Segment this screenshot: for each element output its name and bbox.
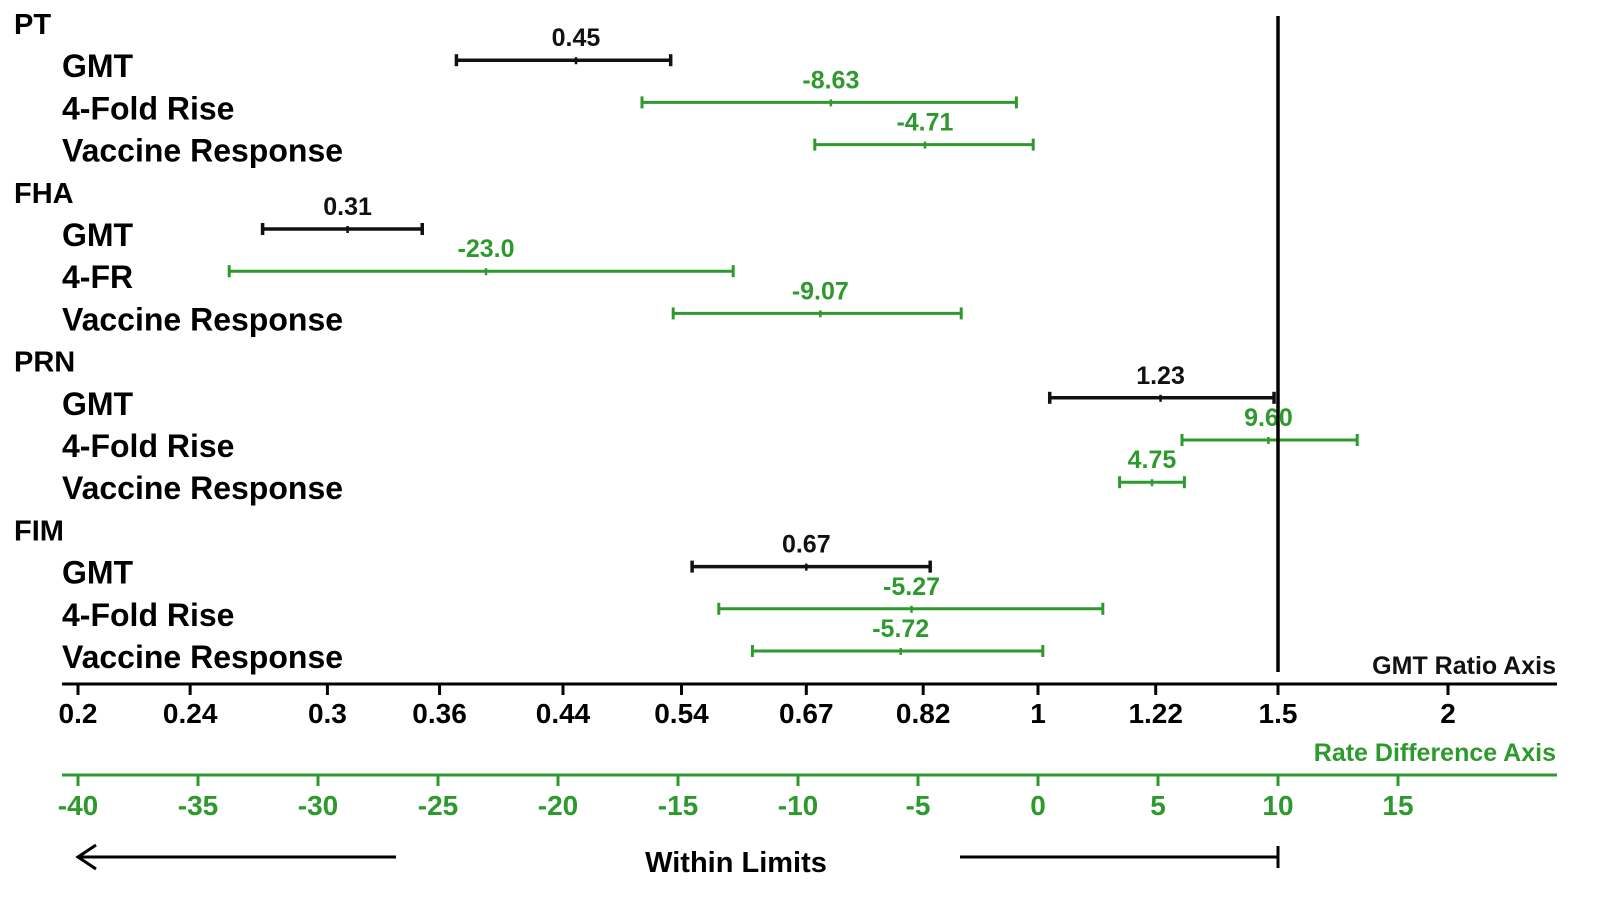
ci-bar-fha-2: -9.07 [671, 277, 963, 320]
value-label: 4.75 [1128, 446, 1177, 474]
value-label: 0.45 [552, 24, 601, 52]
gmt-tick-label: 2 [1440, 698, 1456, 729]
ci-bar-fim-2: -5.72 [750, 615, 1045, 657]
gmt-ratio-axis: GMT Ratio Axis 0.2 0.24 0.3 0.36 0.44 0.54 0.6… [59, 652, 1557, 729]
rate-tick-label: 0 [1030, 790, 1046, 821]
ci-bar-pt-1: -8.63 [640, 66, 1018, 109]
group-label-fha: FHA [14, 178, 74, 210]
value-label: -4.71 [896, 109, 953, 137]
row-label: Vaccine Response [62, 470, 343, 506]
row-label: 4-FR [62, 259, 133, 295]
row-label: 4-Fold Rise [62, 597, 234, 633]
rate-tick-label: -40 [58, 790, 98, 821]
gmt-axis-title: GMT Ratio Axis [1372, 652, 1556, 680]
ci-bar-prn-0: 1.23 [1047, 362, 1276, 404]
gmt-tick-label: 0.24 [163, 698, 218, 729]
ci-bar-prn-2: 4.75 [1118, 446, 1186, 489]
rate-tick-label: -5 [906, 790, 931, 821]
gmt-tick-label: 0.3 [308, 698, 347, 729]
ci-bar-prn-1: 9.60 [1180, 404, 1359, 446]
value-label: 0.67 [782, 531, 831, 559]
row-label: GMT [62, 555, 134, 591]
ci-bars: 0.45 -8.63 -4.71 0.31 -23.0 -9.07 1.23 9.60 4.75… [227, 24, 1359, 657]
row-label: GMT [62, 217, 134, 253]
value-label: 1.23 [1136, 362, 1185, 390]
gmt-tick-label: 1.22 [1128, 698, 1183, 729]
row-labels: PT GMT 4-Fold Rise Vaccine Response FHA GMT 4-… [14, 9, 343, 675]
rate-tick-label: -25 [418, 790, 458, 821]
row-label: Vaccine Response [62, 639, 343, 675]
rate-axis-title: Rate Difference Axis [1314, 739, 1556, 767]
rate-tick-label: -35 [178, 790, 218, 821]
value-label: -23.0 [458, 235, 515, 263]
gmt-tick-label: 0.2 [59, 698, 98, 729]
rate-tick-label: 10 [1262, 790, 1293, 821]
arrowhead-left-icon [75, 843, 97, 871]
value-label: 0.31 [323, 193, 372, 221]
group-label-prn: PRN [14, 347, 75, 379]
ci-bar-pt-2: -4.71 [813, 109, 1035, 151]
row-label: Vaccine Response [62, 133, 343, 169]
gmt-tick-label: 0.54 [654, 698, 709, 729]
ci-bar-fha-1: -23.0 [227, 235, 735, 278]
gmt-tick-label: 1.5 [1259, 698, 1298, 729]
rate-tick-label: -10 [778, 790, 818, 821]
row-label: Vaccine Response [62, 301, 343, 337]
group-label-fim: FIM [14, 515, 64, 547]
rate-tick-label: 5 [1150, 790, 1166, 821]
ci-bar-fim-1: -5.27 [717, 573, 1105, 615]
rate-tick-label: 15 [1382, 790, 1413, 821]
value-label: -9.07 [792, 277, 849, 305]
row-label: GMT [62, 386, 134, 422]
rate-difference-axis: Rate Difference Axis -40 -35 -30 -25 -20 -15 -… [58, 739, 1557, 821]
gmt-tick-label: 1 [1030, 698, 1046, 729]
gmt-tick-label: 0.36 [412, 698, 467, 729]
value-label: -8.63 [802, 66, 859, 94]
ci-bar-fha-0: 0.31 [260, 193, 424, 235]
row-label: 4-Fold Rise [62, 90, 234, 126]
value-label: 9.60 [1244, 404, 1293, 432]
row-label: GMT [62, 48, 134, 84]
within-limits-indicator: Within Limits [75, 843, 1280, 879]
rate-tick-label: -30 [298, 790, 338, 821]
group-label-pt: PT [14, 9, 51, 41]
ci-bar-fim-0: 0.67 [690, 531, 932, 573]
row-label: 4-Fold Rise [62, 428, 234, 464]
rate-tick-label: -15 [658, 790, 698, 821]
ci-bar-pt-0: 0.45 [454, 24, 673, 67]
gmt-tick-label: 0.82 [896, 698, 951, 729]
rate-tick-label: -20 [538, 790, 578, 821]
gmt-tick-label: 0.67 [779, 698, 834, 729]
within-limits-label: Within Limits [645, 847, 827, 879]
value-label: -5.72 [872, 615, 929, 643]
gmt-tick-label: 0.44 [536, 698, 591, 729]
value-label: -5.27 [883, 573, 940, 601]
